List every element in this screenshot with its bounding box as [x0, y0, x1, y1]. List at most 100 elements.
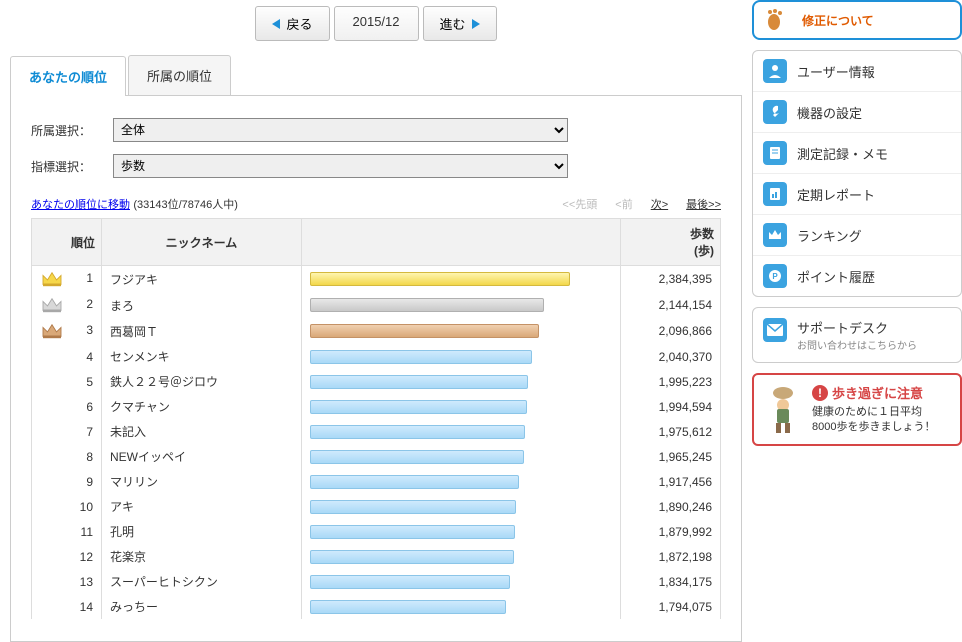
- bar-cell: [302, 594, 621, 619]
- sidebar-item[interactable]: 測定記録・メモ: [753, 132, 961, 173]
- value-cell: 1,890,246: [621, 494, 721, 519]
- nickname-cell: 未記入: [102, 419, 302, 444]
- nickname-cell: アキ: [102, 494, 302, 519]
- bar-cell: [302, 292, 621, 318]
- rank-cell: 6: [32, 394, 102, 419]
- table-row: 8NEWイッペイ1,965,245: [32, 444, 721, 469]
- support-desk[interactable]: サポートデスク お問い合わせはこちらから: [752, 307, 962, 363]
- sidebar-item[interactable]: 機器の設定: [753, 91, 961, 132]
- prev-label: 戻る: [286, 14, 312, 33]
- table-row: 14みっちー 1,794,075: [32, 594, 721, 619]
- warning-title: 歩き過ぎに注意: [832, 383, 923, 402]
- rank-cell: 14: [32, 594, 102, 619]
- pager-last[interactable]: 最後>>: [686, 196, 721, 212]
- value-cell: 1,995,223: [621, 369, 721, 394]
- next-label: 進む: [440, 14, 466, 33]
- correction-banner[interactable]: 修正について: [752, 0, 962, 40]
- rank-cell: 3: [32, 318, 102, 344]
- table-row: 4センメンキ2,040,370: [32, 344, 721, 369]
- nickname-cell: スーパーヒトシクン: [102, 569, 302, 594]
- bar-cell: [302, 419, 621, 444]
- pager: <<先頭 <前 次> 最後>>: [562, 196, 721, 212]
- nickname-cell: NEWイッペイ: [102, 444, 302, 469]
- rank-cell: 7: [32, 419, 102, 444]
- value-cell: 1,834,175: [621, 569, 721, 594]
- table-row: 7未記入 1,975,612: [32, 419, 721, 444]
- pager-next[interactable]: 次>: [651, 196, 668, 212]
- nickname-cell: クマチャン: [102, 394, 302, 419]
- rank-cell: 8: [32, 444, 102, 469]
- side-menu: ユーザー情報機器の設定測定記録・メモ定期レポートランキングPポイント履歴: [752, 50, 962, 297]
- warning-body-1: 健康のために１日平均: [812, 405, 935, 420]
- tab-bar: あなたの順位 所属の順位: [10, 55, 742, 96]
- sidebar-item[interactable]: Pポイント履歴: [753, 255, 961, 296]
- table-row: 9マリリン 1,917,456: [32, 469, 721, 494]
- jump-to-my-rank-link[interactable]: あなたの順位に移動: [31, 199, 130, 211]
- th-steps: 歩数 (歩): [621, 219, 721, 266]
- triangle-left-icon: [272, 19, 280, 29]
- walking-warning: ! 歩き過ぎに注意 健康のために１日平均 8000歩を歩きましょう！: [752, 373, 962, 446]
- tab-group-rank[interactable]: 所属の順位: [128, 55, 231, 95]
- triangle-right-icon: [472, 19, 480, 29]
- th-nickname: ニックネーム: [102, 219, 302, 266]
- bar-cell: [302, 369, 621, 394]
- metric-select[interactable]: 歩数: [113, 154, 568, 178]
- tab-my-rank[interactable]: あなたの順位: [10, 56, 126, 96]
- rank-cell: 13: [32, 569, 102, 594]
- value-cell: 1,917,456: [621, 469, 721, 494]
- th-rank: 順位: [32, 219, 102, 266]
- sidebar-item-label: 測定記録・メモ: [797, 144, 888, 163]
- value-cell: 1,872,198: [621, 544, 721, 569]
- value-cell: 2,144,154: [621, 292, 721, 318]
- affiliation-select[interactable]: 全体: [113, 118, 568, 142]
- table-row: 10アキ 1,890,246: [32, 494, 721, 519]
- value-cell: 2,096,866: [621, 318, 721, 344]
- point-icon: P: [763, 264, 787, 288]
- bar-cell: [302, 519, 621, 544]
- prev-month-button[interactable]: 戻る: [255, 6, 329, 41]
- ranking-table: 順位 ニックネーム 歩数 (歩) 1フジアキ2,384,3952まろ2,144,…: [31, 218, 721, 619]
- value-cell: 1,975,612: [621, 419, 721, 444]
- banner-text: 修正について: [802, 12, 874, 29]
- th-bar: [302, 219, 621, 266]
- footprint-icon: [764, 8, 794, 32]
- note-icon: [763, 141, 787, 165]
- walker-icon: [762, 383, 804, 436]
- bar-cell: [302, 544, 621, 569]
- nickname-cell: マリリン: [102, 469, 302, 494]
- sidebar-item[interactable]: ユーザー情報: [753, 51, 961, 91]
- nickname-cell: 鉄人２２号＠ジロウ: [102, 369, 302, 394]
- ranking-panel: 所属選択： 全体 指標選択： 歩数 あなたの順位に移動 (33143位/7874…: [10, 96, 742, 642]
- rank-cell: 1: [32, 266, 102, 293]
- bar-cell: [302, 318, 621, 344]
- rank-cell: 11: [32, 519, 102, 544]
- sidebar-item[interactable]: 定期レポート: [753, 173, 961, 214]
- bar-cell: [302, 494, 621, 519]
- rank-cell: 2: [32, 292, 102, 318]
- sidebar-item-label: 定期レポート: [797, 185, 875, 204]
- sidebar-item[interactable]: ランキング: [753, 214, 961, 255]
- table-row: 6クマチャン1,994,594: [32, 394, 721, 419]
- bar-cell: [302, 444, 621, 469]
- crown-icon: [763, 223, 787, 247]
- mail-icon: [763, 318, 787, 342]
- date-navigation: 戻る 2015/12 進む: [10, 6, 742, 41]
- value-cell: 1,794,075: [621, 594, 721, 619]
- rank-cell: 9: [32, 469, 102, 494]
- next-month-button[interactable]: 進む: [423, 6, 497, 41]
- nickname-cell: フジアキ: [102, 266, 302, 293]
- exclamation-icon: !: [812, 385, 828, 401]
- user-icon: [763, 59, 787, 83]
- nickname-cell: 西葛岡Ｔ: [102, 318, 302, 344]
- svg-text:P: P: [772, 272, 778, 281]
- table-row: 12花楽京1,872,198: [32, 544, 721, 569]
- current-date: 2015/12: [334, 6, 419, 41]
- pager-prev: <前: [615, 196, 632, 212]
- sidebar-item-label: 機器の設定: [797, 103, 862, 122]
- rank-cell: 10: [32, 494, 102, 519]
- sidebar-item-label: ユーザー情報: [797, 62, 875, 81]
- report-icon: [763, 182, 787, 206]
- rank-cell: 12: [32, 544, 102, 569]
- value-cell: 1,879,992: [621, 519, 721, 544]
- nickname-cell: みっちー: [102, 594, 302, 619]
